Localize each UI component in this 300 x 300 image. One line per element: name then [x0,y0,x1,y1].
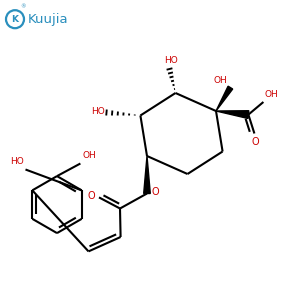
Text: K: K [11,15,19,24]
Polygon shape [216,86,233,111]
Text: HO: HO [91,107,105,116]
Text: OH: OH [82,152,96,160]
Text: O: O [87,191,95,201]
Polygon shape [144,156,150,194]
Text: HO: HO [164,56,178,65]
Polygon shape [216,111,249,119]
Text: HO: HO [10,158,24,166]
Text: O: O [251,137,259,147]
Text: Kuujia: Kuujia [28,13,68,26]
Text: OH: OH [264,90,278,99]
Text: OH: OH [213,76,227,85]
Text: ®: ® [21,4,26,9]
Text: O: O [152,187,159,197]
